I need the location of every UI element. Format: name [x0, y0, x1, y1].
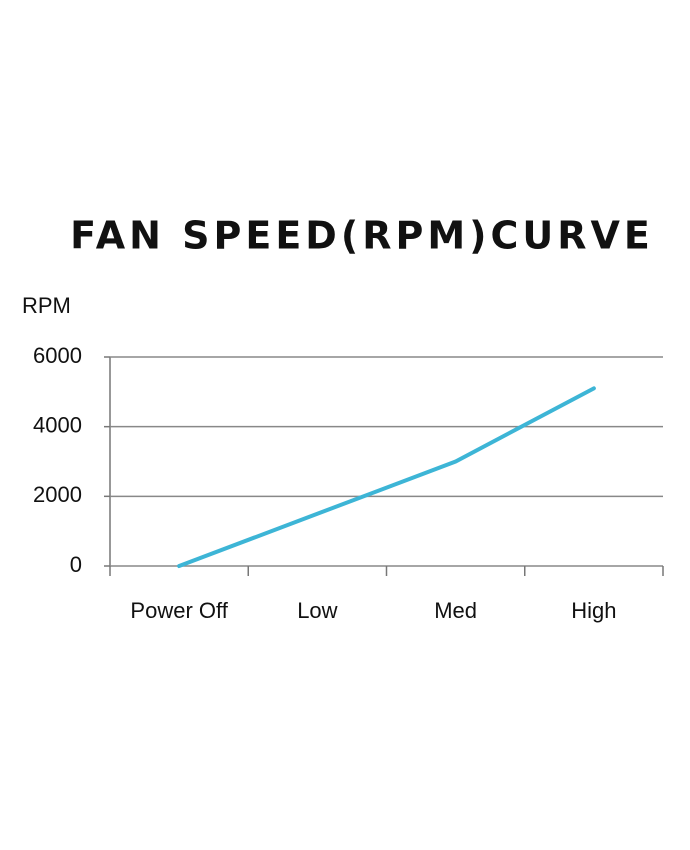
chart-title: FAN SPEED(RPM)CURVE [70, 214, 654, 258]
y-axis-label: RPM [22, 293, 71, 318]
y-tick-label: 0 [70, 552, 82, 577]
x-tick-label: Low [297, 598, 337, 623]
x-tick-label: Power Off [130, 598, 228, 623]
y-tick-label: 6000 [33, 343, 82, 368]
x-tick-label: Med [434, 598, 477, 623]
y-tick-label: 2000 [33, 482, 82, 507]
line-series [177, 386, 596, 568]
x-tick-label: High [571, 598, 616, 623]
y-tick-label: 4000 [33, 412, 82, 437]
